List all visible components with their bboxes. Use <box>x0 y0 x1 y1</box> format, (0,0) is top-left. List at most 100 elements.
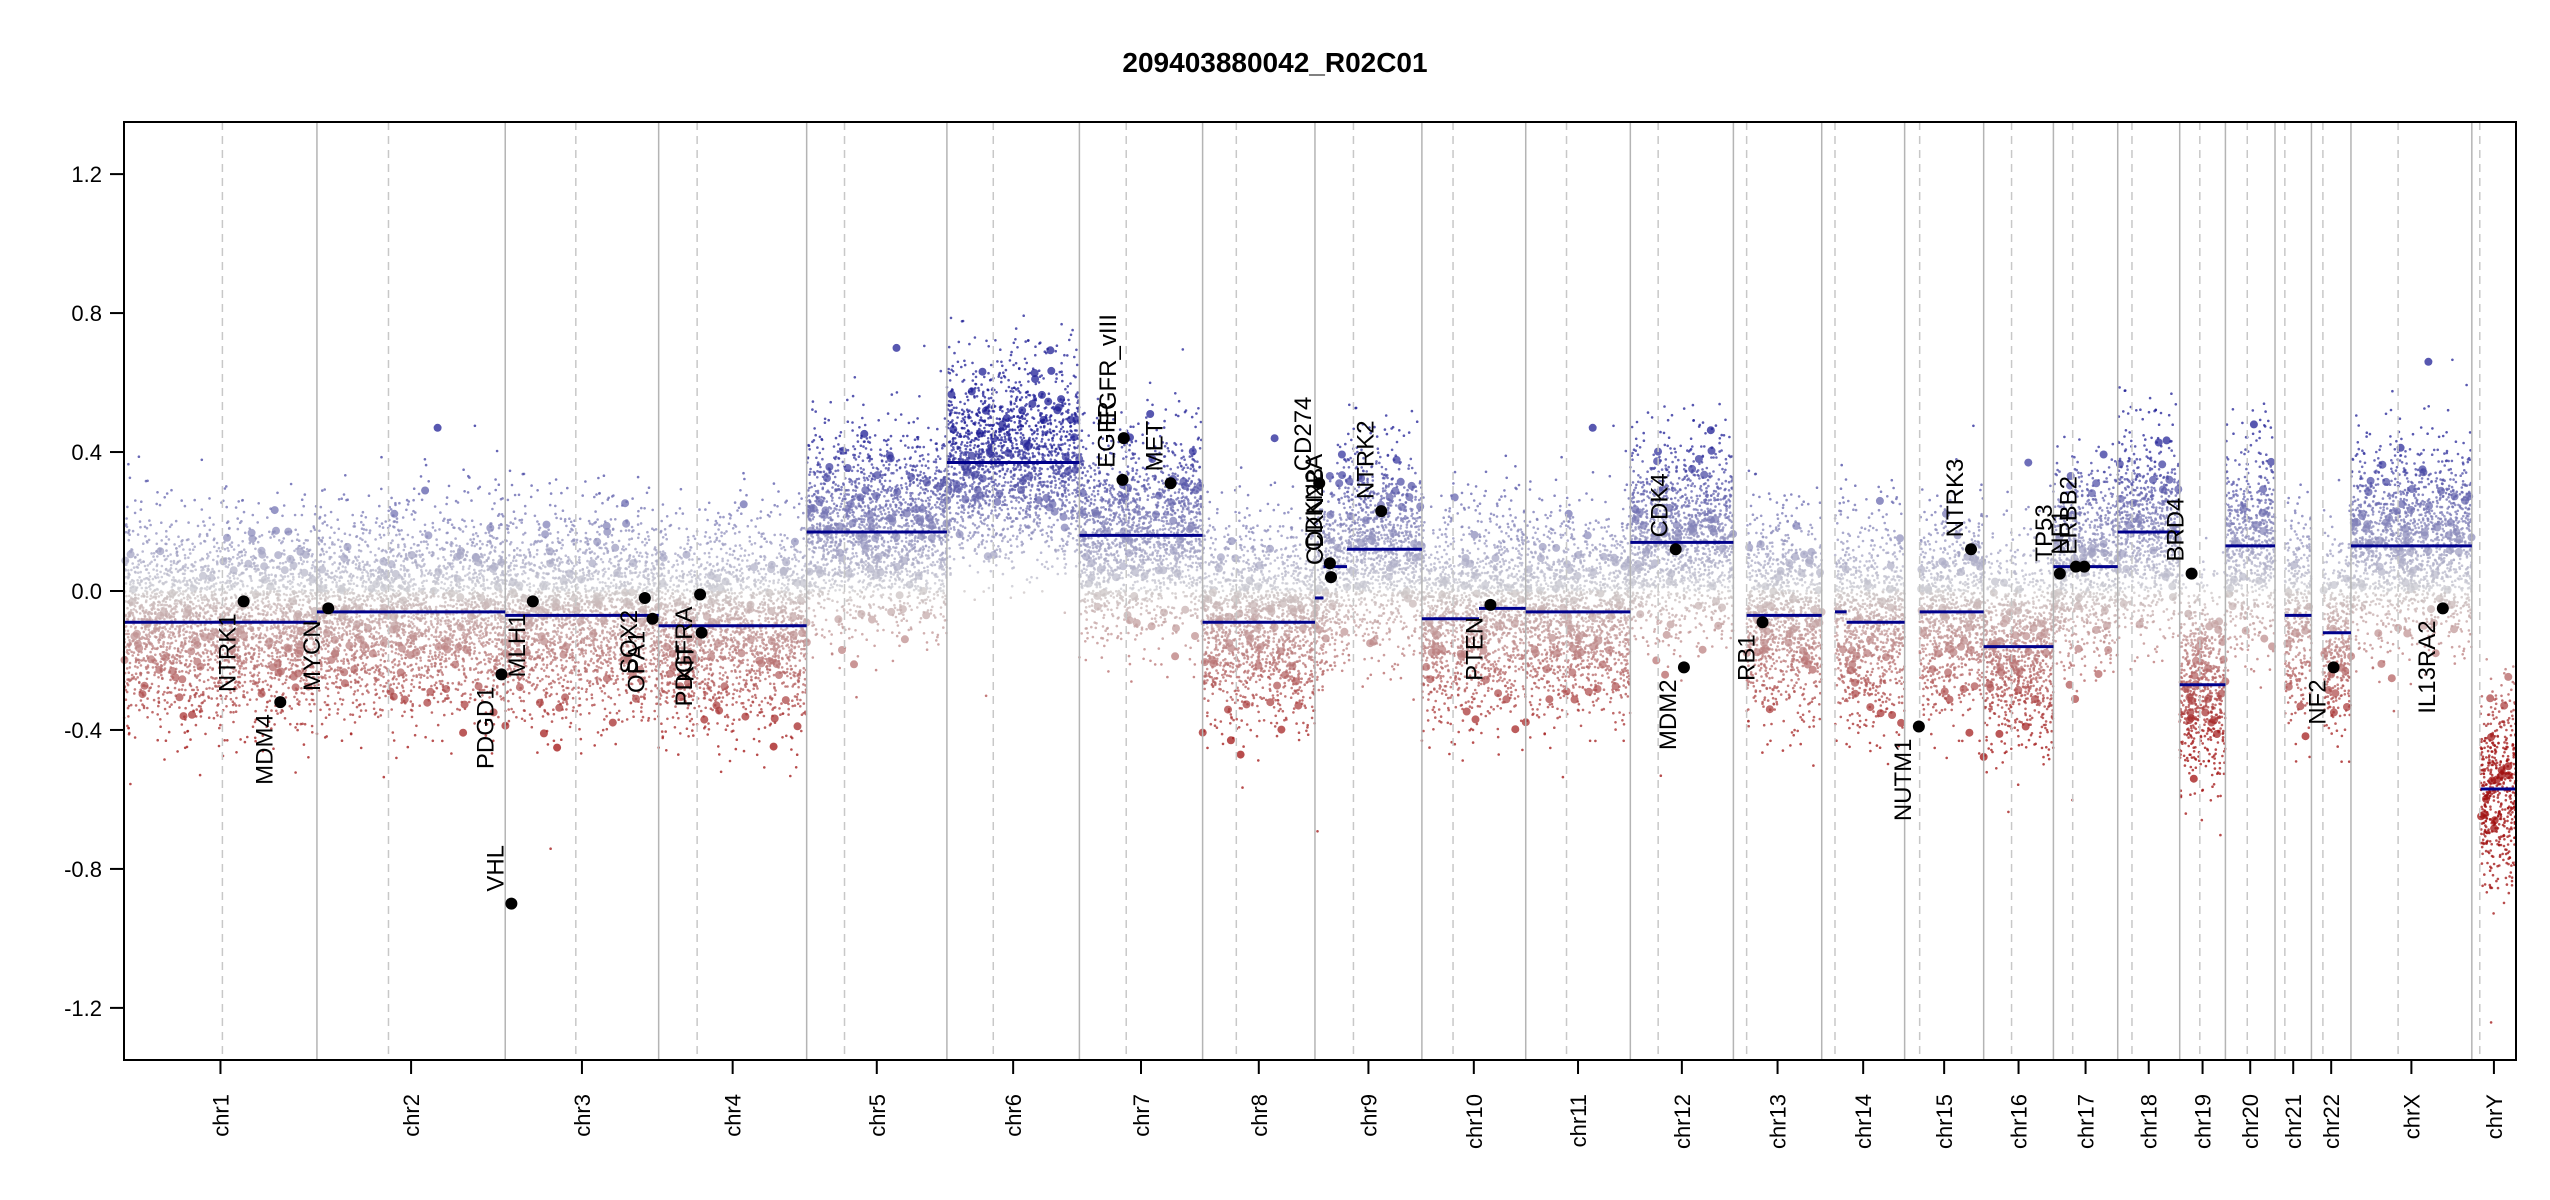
probe-point <box>225 705 228 708</box>
probe-point <box>256 540 260 544</box>
probe-point <box>435 635 438 639</box>
probe-point <box>422 540 426 543</box>
probe-point <box>166 641 170 645</box>
probe-point <box>146 685 149 688</box>
probe-point <box>358 636 361 639</box>
probe-point <box>182 596 186 600</box>
probe-point <box>181 655 184 658</box>
probe-point <box>195 708 198 711</box>
probe-point <box>180 688 184 691</box>
probe-point <box>228 560 231 563</box>
probe-point <box>283 553 286 556</box>
probe-point <box>215 604 218 608</box>
probe-point <box>286 633 289 636</box>
probe-point <box>431 521 435 525</box>
probe-point <box>212 570 215 573</box>
probe-point <box>312 525 316 528</box>
probe-point <box>364 516 368 519</box>
probe-point <box>174 607 177 611</box>
probe-point <box>301 603 305 607</box>
probe-point <box>271 632 274 636</box>
probe-point <box>361 585 364 588</box>
probe-point <box>142 542 145 545</box>
probe-point <box>209 585 212 589</box>
probe-point <box>185 584 188 587</box>
probe-point <box>126 606 129 610</box>
probe-point <box>210 590 214 594</box>
probe-point <box>153 607 156 610</box>
probe-point <box>477 605 481 609</box>
probe-point <box>440 655 444 659</box>
chart-title: 209403880042_R02C01 <box>1122 47 1427 78</box>
probe-point <box>292 631 296 635</box>
probe-point <box>202 692 205 696</box>
probe-point <box>462 672 466 675</box>
probe-point <box>203 524 206 527</box>
probe-point <box>390 650 394 653</box>
probe-point <box>252 542 255 545</box>
probe-point <box>455 544 458 547</box>
probe-point <box>445 531 449 535</box>
probe-point <box>450 653 454 656</box>
probe-point <box>164 628 167 631</box>
probe-point <box>126 559 129 563</box>
probe-point <box>341 633 344 637</box>
probe-point <box>409 636 412 640</box>
probe-point <box>200 587 204 590</box>
probe-point <box>428 644 432 647</box>
probe-point <box>186 729 190 733</box>
probe-point <box>150 591 154 594</box>
probe-point <box>156 662 159 665</box>
probe-point <box>324 716 328 719</box>
probe-point <box>467 586 471 589</box>
probe-point <box>470 620 474 623</box>
probe-point <box>143 615 147 619</box>
probe-point <box>432 696 436 700</box>
probe-point <box>353 721 357 724</box>
probe-point <box>478 651 481 655</box>
probe-point <box>326 687 330 691</box>
probe-point <box>277 678 281 681</box>
probe-point <box>379 671 382 674</box>
probe-point <box>150 560 153 564</box>
probe-point <box>256 659 259 663</box>
probe-point <box>411 592 415 595</box>
probe-point <box>407 619 411 623</box>
probe-point <box>311 698 315 702</box>
probe-point <box>300 513 304 517</box>
probe-point <box>356 584 359 588</box>
probe-point <box>347 662 351 665</box>
probe-point <box>401 516 405 519</box>
probe-point <box>485 558 489 562</box>
probe-point <box>362 565 366 569</box>
probe-point <box>393 675 396 678</box>
probe-point <box>212 609 216 613</box>
probe-point <box>478 640 481 643</box>
probe-point <box>151 666 155 669</box>
probe-point <box>361 581 365 584</box>
probe-point <box>478 539 482 543</box>
probe-point <box>355 620 358 624</box>
probe-point <box>371 666 375 669</box>
probe-point <box>124 582 128 585</box>
probe-point <box>236 557 239 560</box>
probe-point <box>423 562 426 566</box>
probe-point <box>279 641 283 645</box>
probe-point <box>355 698 358 702</box>
probe-point <box>432 625 435 629</box>
probe-point <box>253 681 257 684</box>
probe-point <box>338 626 341 630</box>
probe-point <box>337 631 340 635</box>
probe-point <box>127 704 131 708</box>
probe-point <box>446 615 449 619</box>
probe-point <box>395 648 398 651</box>
probe-point <box>328 641 331 644</box>
probe-point <box>281 682 285 686</box>
probe-point <box>448 562 452 565</box>
probe-point <box>175 602 179 605</box>
probe-point <box>177 594 180 597</box>
probe-point <box>178 670 181 673</box>
probe-point <box>179 644 183 648</box>
probe-point <box>431 657 435 661</box>
probe-point <box>149 594 153 597</box>
